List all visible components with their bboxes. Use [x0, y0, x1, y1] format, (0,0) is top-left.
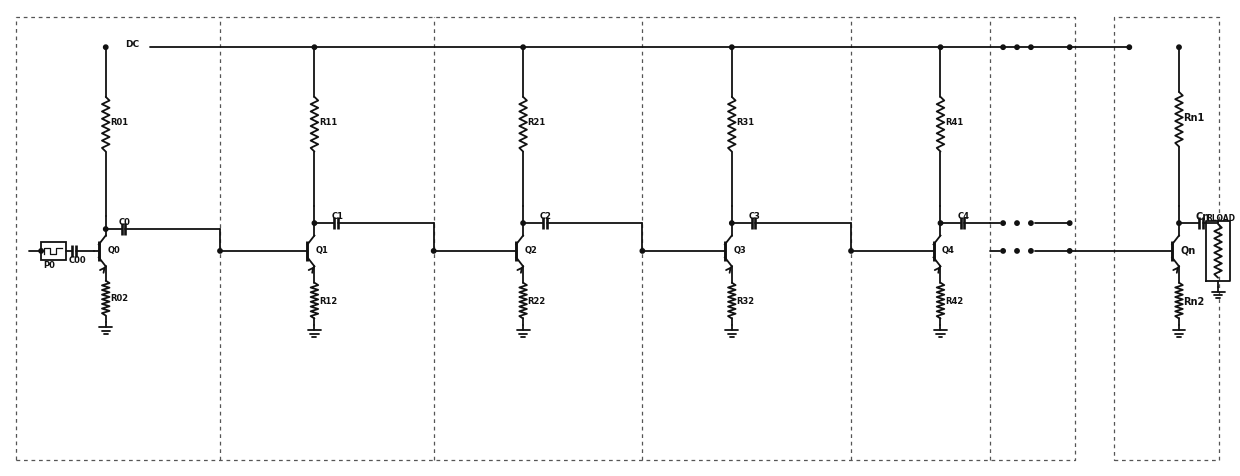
Circle shape	[521, 46, 526, 50]
Circle shape	[38, 249, 43, 254]
Circle shape	[521, 221, 526, 226]
Text: P0: P0	[43, 261, 55, 270]
Text: Cn: Cn	[1195, 211, 1210, 221]
Text: R42: R42	[945, 297, 963, 306]
Text: C1: C1	[331, 212, 343, 221]
Circle shape	[312, 46, 316, 50]
Text: R12: R12	[319, 297, 337, 306]
Text: R41: R41	[945, 118, 963, 127]
Text: C4: C4	[957, 212, 970, 221]
Text: Q2: Q2	[525, 246, 537, 254]
Text: Q1: Q1	[316, 246, 329, 254]
Text: Q0: Q0	[107, 246, 120, 255]
Circle shape	[1177, 46, 1182, 50]
Text: Rn2: Rn2	[1183, 296, 1205, 306]
Circle shape	[1029, 46, 1033, 50]
Circle shape	[1068, 221, 1071, 226]
Circle shape	[1177, 221, 1182, 226]
Circle shape	[1068, 249, 1071, 254]
Circle shape	[1014, 249, 1019, 254]
Circle shape	[1068, 46, 1071, 50]
Circle shape	[1127, 46, 1131, 50]
Circle shape	[218, 249, 222, 254]
Text: R21: R21	[527, 118, 546, 127]
Circle shape	[729, 221, 734, 226]
Text: C2: C2	[539, 212, 552, 221]
Text: R11: R11	[319, 118, 337, 127]
Circle shape	[1001, 249, 1006, 254]
Circle shape	[1029, 249, 1033, 254]
Circle shape	[729, 46, 734, 50]
Text: R02: R02	[110, 294, 128, 302]
Circle shape	[432, 249, 436, 254]
Text: R01: R01	[110, 118, 128, 127]
Circle shape	[1014, 221, 1019, 226]
Circle shape	[312, 221, 316, 226]
Circle shape	[939, 46, 942, 50]
Text: R31: R31	[737, 118, 754, 127]
Circle shape	[104, 46, 108, 50]
Circle shape	[104, 228, 108, 232]
Text: Q4: Q4	[942, 246, 955, 254]
Text: Qn: Qn	[1180, 245, 1195, 255]
Text: C3: C3	[749, 212, 760, 221]
Circle shape	[1014, 46, 1019, 50]
Text: DC: DC	[125, 40, 140, 49]
Text: C00: C00	[69, 256, 87, 265]
Circle shape	[849, 249, 853, 254]
Text: R32: R32	[737, 297, 754, 306]
Circle shape	[1001, 46, 1006, 50]
Text: Q3: Q3	[733, 246, 746, 254]
Circle shape	[939, 221, 942, 226]
Circle shape	[640, 249, 645, 254]
Circle shape	[1029, 221, 1033, 226]
FancyBboxPatch shape	[41, 242, 66, 260]
Text: C0: C0	[119, 218, 130, 227]
Text: RLOAD: RLOAD	[1207, 214, 1235, 223]
Text: Rn1: Rn1	[1183, 112, 1205, 122]
Text: R22: R22	[527, 297, 546, 306]
Circle shape	[1001, 221, 1006, 226]
